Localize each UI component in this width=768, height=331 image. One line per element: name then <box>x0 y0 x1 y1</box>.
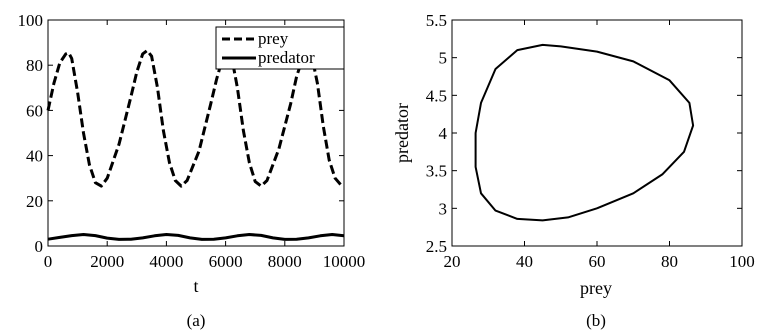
panel-b-series <box>474 43 695 222</box>
panel-b-axis-ticks: 20 40 60 80 100 2.5 3 3.5 4 4.5 5 5.5 <box>426 11 755 271</box>
panel-b-y-tick-label: 5 <box>439 49 448 68</box>
panel-a-caption: (a) <box>187 311 206 330</box>
panel-b-x-tick-label: 60 <box>589 252 606 271</box>
panel-b-series-curve-0-line <box>474 43 695 222</box>
legend-prey-label: prey <box>258 29 289 48</box>
panel-a-x-tick-label: 10000 <box>323 252 366 271</box>
panel-a-series-prey-line <box>46 49 345 188</box>
panel-b-x-tick-label: 100 <box>729 252 755 271</box>
panel-a-plot-frame <box>47 19 345 247</box>
panel-a-y-tick-label: 20 <box>26 192 43 211</box>
panel-a-series <box>46 49 345 241</box>
panel-a-y-tick-label: 0 <box>35 237 44 256</box>
panel-a-x-tick-label: 0 <box>44 252 53 271</box>
panel-b-y-axis-label: predator <box>392 103 412 163</box>
panel-b-x-tick-label: 20 <box>444 252 461 271</box>
panel-b-y-tick-label: 2.5 <box>426 237 447 256</box>
panel-a-x-tick-label: 2000 <box>90 252 124 271</box>
panel-b-x-axis-label: prey <box>580 278 612 298</box>
panel-a-y-tick-label: 40 <box>26 147 43 166</box>
panel-a-x-tick-label: 4000 <box>149 252 183 271</box>
panel-a-legend: prey predator <box>215 26 345 70</box>
panel-a-series-predator-line <box>47 233 345 241</box>
panel-a-y-tick-label: 100 <box>18 11 44 30</box>
panel-a-x-tick-label: 8000 <box>268 252 302 271</box>
panel-b-x-tick-label: 40 <box>516 252 533 271</box>
panel-a-time-series: 0 2000 4000 6000 8000 10000 0 20 40 60 80 100 prey … <box>18 11 366 330</box>
legend-box <box>215 26 345 70</box>
panel-b-y-tick-label: 5.5 <box>426 11 447 30</box>
panel-a-axis-ticks: 0 2000 4000 6000 8000 10000 0 20 40 60 80 100 <box>18 11 366 271</box>
panel-a-y-tick-label: 60 <box>26 101 43 120</box>
panel-a-x-tick-label: 6000 <box>209 252 243 271</box>
panel-a-x-axis-label: t <box>193 276 198 296</box>
panel-b-x-tick-label: 80 <box>661 252 678 271</box>
panel-b-y-tick-label: 3 <box>439 199 448 218</box>
legend-predator-label: predator <box>258 48 315 67</box>
panel-b-phase-portrait: 20 40 60 80 100 2.5 3 3.5 4 4.5 5 5.5 prey predator… <box>392 11 755 330</box>
panel-b-y-tick-label: 3.5 <box>426 162 447 181</box>
panel-b-caption: (b) <box>586 311 606 330</box>
panel-a-y-tick-label: 80 <box>26 56 43 75</box>
panel-b-y-tick-label: 4.5 <box>426 86 447 105</box>
panel-b-plot-frame <box>451 19 743 247</box>
panel-b-y-tick-label: 4 <box>439 124 448 143</box>
